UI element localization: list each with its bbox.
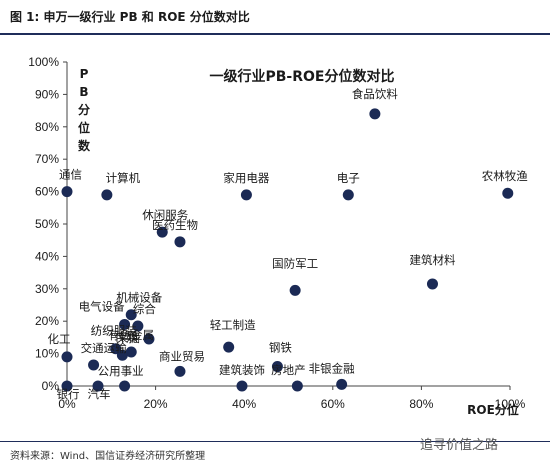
y-tick-label: 20% — [35, 314, 59, 328]
data-point — [61, 351, 73, 363]
x-tick-label: 80% — [409, 397, 433, 411]
point-label: 综合 — [133, 302, 156, 316]
tick-labels: 0% 10% 20% 30% 40% 50% 60% 70% 80% 90% 100% 0% 20% 40… — [28, 55, 525, 411]
point-label: 农林牧渔 — [482, 169, 528, 183]
y-tick-label: 10% — [35, 347, 59, 361]
point-label: 计算机 — [106, 171, 141, 185]
wechat-watermark: 追寻价值之路 — [420, 438, 499, 453]
data-point — [240, 189, 252, 201]
data-point — [236, 380, 248, 392]
figure-title: 图 1: 申万一级行业 PB 和 ROE 分位数对比 — [10, 10, 250, 24]
data-point — [156, 226, 168, 238]
header-rule — [0, 33, 550, 35]
point-label: 轻工制造 — [210, 318, 256, 332]
data-point — [143, 333, 155, 345]
data-point — [101, 189, 113, 201]
point-label: 医药生物 — [152, 218, 198, 232]
y-tick-label: 60% — [35, 185, 59, 199]
data-point — [132, 320, 144, 332]
y-tick-label: 70% — [35, 152, 59, 166]
y-tick-label: 30% — [35, 282, 59, 296]
point-label: 国防军工 — [272, 256, 318, 270]
data-point — [291, 380, 303, 392]
y-axis-label-char: 数 — [78, 138, 91, 153]
data-point — [289, 284, 301, 296]
data-point — [174, 236, 186, 248]
data-point — [426, 278, 438, 290]
point-label: 建筑材料 — [409, 253, 455, 267]
point-label: 有色金属 — [108, 328, 154, 342]
point-label: 纺织服装 — [91, 324, 137, 338]
footer-rule — [0, 441, 550, 442]
point-label: 汽车 — [88, 387, 111, 401]
data-point — [88, 359, 100, 371]
data-point — [336, 378, 348, 390]
x-tick-label: 40% — [232, 397, 256, 411]
point-label: 银行 — [57, 387, 80, 401]
point-label: 休闲服务 — [142, 208, 188, 222]
point-label: 商业贸易 — [159, 349, 205, 363]
point-label: 家用电器 — [223, 171, 269, 185]
y-axis-label-char: B — [79, 85, 88, 99]
data-point — [61, 186, 73, 198]
data-point — [92, 380, 104, 392]
y-axis-label-char: 分 — [78, 102, 90, 117]
chart-title: 一级行业PB-ROE分位数对比 — [210, 68, 395, 85]
point-label: 化工 — [48, 332, 71, 346]
point-label: 钢铁 — [269, 341, 292, 355]
point-label: 机械设备 — [116, 291, 162, 305]
y-tick-label: 0% — [42, 379, 60, 393]
point-label: 电子 — [337, 171, 360, 185]
y-tick-label: 40% — [35, 249, 59, 263]
scatter-chart: 0% 10% 20% 30% 40% 50% 60% 70% 80% 90% 100% 0% 20% 40… — [28, 55, 528, 417]
data-point — [502, 187, 514, 199]
point-label: 采掘 — [117, 331, 140, 345]
data-point — [223, 341, 235, 353]
point-label: 传媒 — [115, 330, 138, 344]
y-tick-label: 100% — [28, 55, 59, 69]
data-points — [61, 108, 514, 392]
y-tick-label: 50% — [35, 217, 59, 231]
data-point — [116, 349, 128, 361]
data-point — [342, 189, 354, 201]
point-label: 公用事业 — [98, 364, 144, 378]
data-point — [61, 380, 73, 392]
point-label: 食品饮料 — [352, 87, 398, 101]
data-point — [125, 346, 137, 358]
y-axis-label-char: P — [80, 67, 89, 81]
point-label: 建筑装饰 — [219, 363, 265, 377]
x-axis-label: ROE分位 — [467, 402, 519, 417]
data-point — [119, 380, 131, 392]
x-tick-label: 20% — [144, 397, 168, 411]
data-point — [125, 309, 137, 321]
point-label: 通信 — [59, 168, 82, 182]
y-tick-label: 80% — [35, 120, 59, 134]
data-point — [119, 318, 131, 330]
point-label: 非银金融 — [309, 361, 355, 375]
source-note: 资料来源：Wind、国信证券经济研究所整理 — [10, 451, 206, 462]
x-tick-label: 60% — [321, 397, 345, 411]
point-label: 交通运输 — [81, 341, 127, 355]
data-point — [174, 365, 186, 377]
point-label: 房地产 — [271, 363, 306, 377]
data-point — [369, 108, 381, 120]
data-point — [271, 361, 283, 373]
y-tick-label: 90% — [35, 87, 59, 101]
x-tick-label: 0% — [58, 397, 76, 411]
point-label: 电气设备 — [79, 299, 125, 313]
y-axis-label-char: 位 — [78, 120, 90, 135]
x-tick-label: 100% — [495, 397, 526, 411]
figure-header: 图 1: 申万一级行业 PB 和 ROE 分位数对比 — [0, 0, 550, 35]
